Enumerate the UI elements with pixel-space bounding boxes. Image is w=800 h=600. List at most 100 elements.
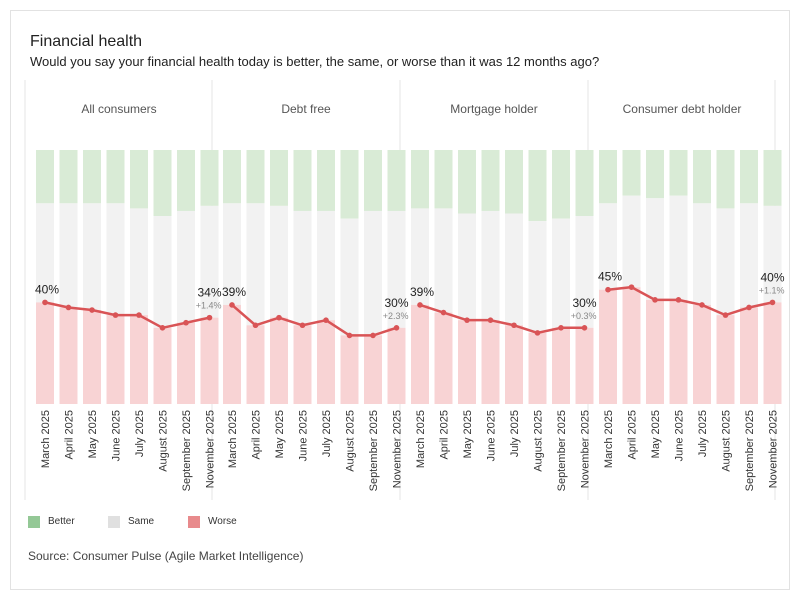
x-tick-label: August 2025 (721, 410, 733, 472)
bar-worse (434, 312, 453, 404)
x-tick-label: April 2025 (64, 410, 76, 460)
bar-worse (130, 315, 148, 404)
bar-better (270, 150, 288, 206)
bar-same (646, 198, 664, 300)
worse-point (323, 317, 329, 323)
last-value-label: 30% (384, 296, 408, 310)
bar-worse (622, 287, 641, 404)
bar-worse (293, 325, 312, 404)
x-tick-label: March 2025 (227, 410, 239, 468)
bar-worse (340, 335, 359, 404)
worse-trend-line (419, 303, 585, 335)
worse-point (628, 284, 635, 290)
bar-better (106, 150, 125, 204)
worse-point (699, 302, 705, 308)
bar-worse (83, 310, 101, 404)
x-tick-label: September 2025 (556, 410, 568, 491)
bar-same (387, 210, 406, 328)
bar-same (364, 210, 382, 336)
legend-label-better: Better (48, 516, 75, 527)
worse-point (487, 317, 494, 323)
worse-point (136, 312, 142, 318)
bar-same (622, 195, 641, 288)
worse-trend-line (607, 285, 773, 317)
bar-worse (575, 327, 594, 404)
x-tick-label: May 2025 (87, 410, 99, 458)
panel-header: Consumer debt holder (623, 102, 742, 116)
chart-subtitle: Would you say your financial health toda… (30, 54, 600, 69)
bar-better (200, 150, 219, 206)
last-value-label: 40% (760, 270, 784, 284)
bar-worse (716, 315, 735, 404)
bar-better (364, 150, 382, 211)
bar-same (270, 205, 288, 318)
bar-worse (153, 327, 172, 404)
x-tick-label: March 2025 (40, 410, 52, 468)
x-tick-label: July 2025 (509, 410, 521, 457)
bar-worse (177, 322, 195, 404)
last-value-label: 34% (197, 286, 221, 300)
worse-point (393, 325, 400, 331)
bar-worse (646, 299, 664, 404)
x-tick-label: April 2025 (439, 410, 451, 460)
last-value-label: 30% (572, 296, 596, 310)
bar-worse (528, 332, 547, 404)
bar-same (763, 205, 782, 303)
first-value-label: 40% (35, 282, 59, 296)
bar-worse (106, 315, 125, 404)
x-tick-label: November 2025 (392, 410, 404, 488)
panel-header: All consumers (81, 102, 156, 116)
bar-better (528, 150, 547, 222)
bar-better (669, 150, 688, 196)
x-tick-label: June 2025 (298, 410, 310, 461)
legend-label-worse: Worse (208, 516, 237, 527)
bar-same (669, 195, 688, 300)
worse-point (558, 325, 564, 331)
worse-point (346, 332, 353, 339)
bar-same (528, 221, 547, 333)
x-tick-label: August 2025 (158, 410, 170, 472)
x-tick-label: September 2025 (744, 410, 756, 491)
x-tick-label: May 2025 (650, 410, 662, 458)
bar-same (481, 210, 500, 321)
first-value-label: 39% (410, 285, 434, 299)
worse-point (605, 286, 611, 293)
bar-better (411, 150, 429, 209)
x-tick-label: August 2025 (345, 410, 357, 472)
x-tick-label: May 2025 (274, 410, 286, 458)
bar-worse (763, 302, 782, 404)
bar-worse (317, 320, 335, 404)
first-value-label: 45% (598, 270, 622, 284)
x-tick-label: March 2025 (603, 410, 615, 468)
bar-better (693, 150, 711, 204)
worse-point (675, 297, 682, 303)
bar-better (434, 150, 453, 209)
bar-better (340, 150, 359, 219)
worse-point (746, 304, 752, 311)
bar-worse (36, 302, 54, 404)
x-tick-label: November 2025 (205, 410, 217, 488)
change-label: +1.1% (759, 285, 785, 295)
worse-point (229, 302, 235, 308)
bar-worse (740, 307, 758, 404)
panel-header: Mortgage holder (450, 102, 537, 116)
bar-better (130, 150, 148, 209)
bar-better (223, 150, 241, 204)
bar-same (36, 203, 54, 303)
source-note: Source: Consumer Pulse (Agile Market Int… (28, 549, 304, 563)
x-tick-label: August 2025 (533, 410, 545, 472)
legend-label-same: Same (128, 516, 155, 527)
bar-better (552, 150, 570, 219)
bar-same (200, 205, 219, 318)
bar-better (177, 150, 195, 211)
bar-same (340, 218, 359, 336)
change-label: +1.4% (196, 301, 222, 311)
bar-worse (458, 320, 476, 404)
bar-same (293, 210, 312, 326)
x-tick-label: June 2025 (111, 410, 123, 461)
worse-point (534, 330, 541, 336)
x-tick-label: November 2025 (580, 410, 592, 488)
worse-trend-line (231, 303, 397, 337)
legend-swatch-worse (188, 516, 200, 528)
